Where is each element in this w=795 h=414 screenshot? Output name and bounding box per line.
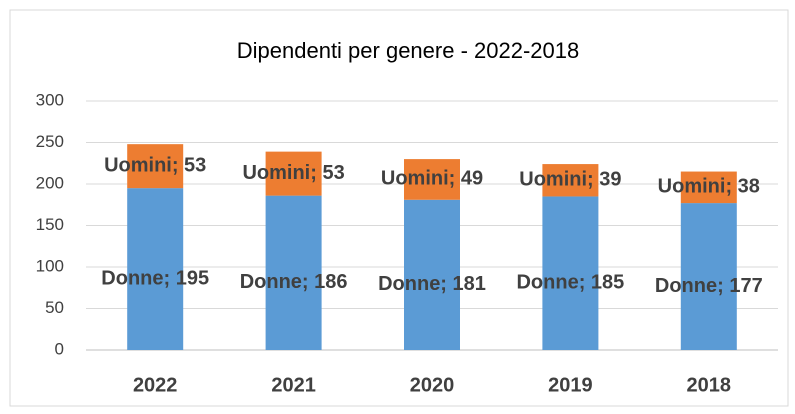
y-tick-label: 200 [36,173,64,192]
data-label: Uomini; 53 [104,154,206,176]
y-tick-label: 250 [36,132,64,151]
y-tick-label: 100 [36,256,64,275]
data-label: Uomini; 38 [658,176,760,198]
y-tick-label: 300 [36,90,64,109]
x-tick-label: 2019 [548,374,593,396]
bar [680,203,737,350]
bar [265,151,322,196]
x-tick-label: 2022 [133,374,178,396]
y-tick-label: 0 [55,339,64,358]
data-label: Uomini; 53 [242,162,344,184]
bar [404,199,460,350]
data-label: Donne; 185 [516,272,624,294]
bar [265,195,322,350]
data-label: Donne; 181 [378,273,486,295]
data-label: Uomini; 49 [381,168,483,190]
x-tick-label: 2020 [410,374,455,396]
x-tick-label: 2021 [271,374,316,396]
y-tick-label: 50 [45,298,64,317]
bar [542,164,599,197]
bar [127,188,184,350]
x-tick-label: 2018 [687,374,732,396]
bar [680,171,737,204]
y-tick-label: 150 [36,215,64,234]
bar [542,196,599,350]
data-label: Donne; 186 [240,271,348,293]
chart-title: Dipendenti per genere - 2022-2018 [237,38,579,63]
data-label: Donne; 177 [655,275,763,297]
bar [404,159,460,200]
chart-frame [9,9,789,407]
data-label: Donne; 195 [101,267,209,289]
data-label: Uomini; 39 [519,169,621,191]
bar [127,144,184,189]
